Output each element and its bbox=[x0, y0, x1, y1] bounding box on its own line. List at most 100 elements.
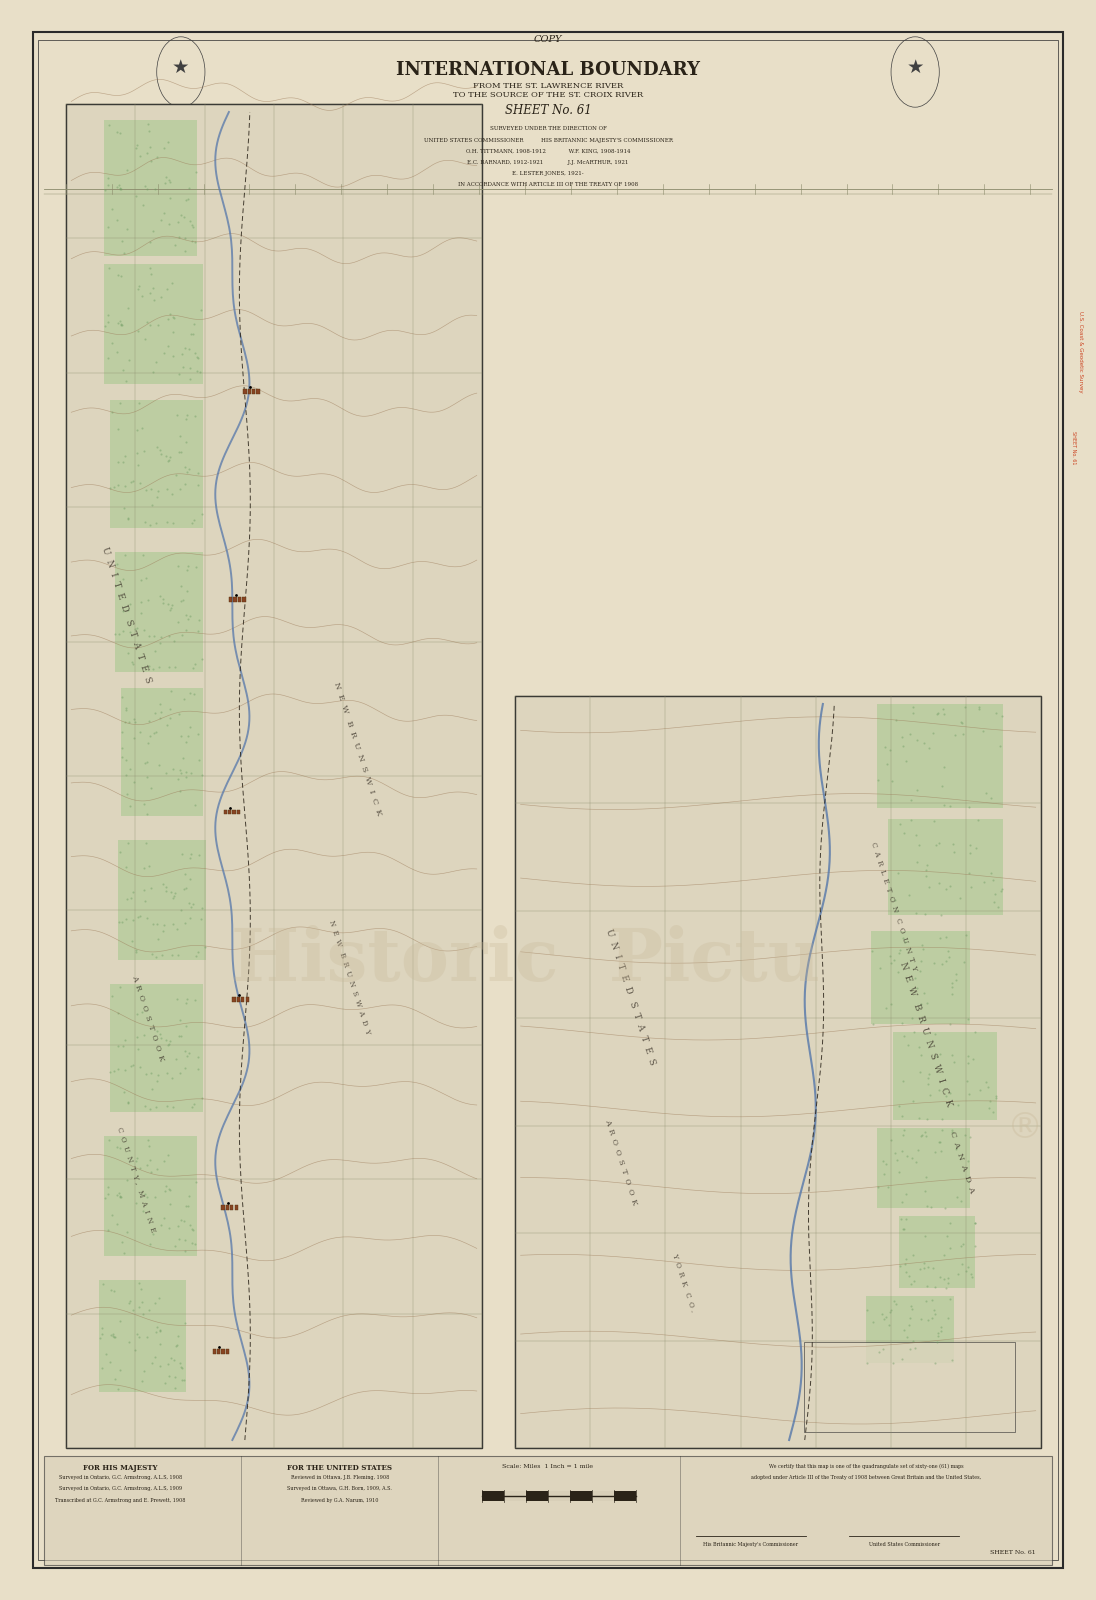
Point bbox=[127, 136, 145, 162]
Point bbox=[158, 712, 175, 738]
Point bbox=[99, 165, 116, 190]
Point bbox=[179, 554, 196, 579]
Point bbox=[932, 1138, 949, 1163]
Point bbox=[169, 610, 186, 635]
Point bbox=[960, 1082, 978, 1107]
Point bbox=[105, 1059, 123, 1085]
Point bbox=[142, 1061, 160, 1086]
Point bbox=[152, 1026, 170, 1051]
Point bbox=[160, 1363, 178, 1389]
Point bbox=[109, 550, 126, 576]
Point bbox=[180, 174, 197, 200]
Point bbox=[968, 835, 985, 861]
Point bbox=[915, 731, 933, 757]
Point bbox=[129, 1035, 147, 1061]
Point bbox=[163, 270, 181, 296]
Point bbox=[986, 1085, 1004, 1110]
Point bbox=[190, 461, 207, 486]
Point bbox=[114, 312, 132, 338]
Point bbox=[912, 958, 929, 984]
Point bbox=[891, 811, 909, 837]
Point bbox=[179, 723, 196, 749]
Point bbox=[168, 1046, 185, 1072]
Point bbox=[926, 1021, 944, 1046]
Point bbox=[190, 1045, 207, 1070]
Point bbox=[102, 1277, 119, 1302]
Point bbox=[915, 981, 933, 1006]
Point bbox=[147, 699, 164, 725]
Point bbox=[964, 1046, 982, 1072]
Bar bbox=[226, 1349, 229, 1354]
Point bbox=[168, 403, 185, 429]
Point bbox=[961, 840, 979, 866]
Point bbox=[138, 1152, 156, 1178]
Bar bbox=[232, 997, 236, 1002]
Point bbox=[170, 1213, 187, 1238]
Point bbox=[178, 990, 195, 1016]
Point bbox=[903, 1270, 921, 1296]
Point bbox=[935, 755, 952, 781]
Point bbox=[928, 1328, 946, 1354]
Point bbox=[884, 947, 902, 973]
Point bbox=[127, 1149, 145, 1174]
Point bbox=[176, 226, 194, 251]
Point bbox=[935, 1267, 952, 1293]
Point bbox=[122, 885, 139, 910]
Point bbox=[138, 1323, 156, 1349]
Point bbox=[901, 1306, 918, 1331]
Point bbox=[933, 1117, 950, 1142]
Point bbox=[186, 403, 204, 429]
Point bbox=[158, 1173, 175, 1198]
Point bbox=[121, 592, 138, 618]
Point bbox=[170, 1227, 187, 1253]
Point bbox=[172, 1354, 190, 1379]
Point bbox=[110, 1034, 127, 1059]
Point bbox=[928, 701, 946, 726]
Point bbox=[178, 187, 195, 213]
Bar bbox=[213, 1349, 216, 1354]
Bar bbox=[228, 810, 231, 814]
Point bbox=[134, 283, 151, 309]
Point bbox=[925, 808, 943, 834]
Point bbox=[130, 1294, 148, 1320]
Point bbox=[118, 781, 136, 806]
Point bbox=[947, 1136, 964, 1162]
Point bbox=[911, 1256, 928, 1282]
Point bbox=[156, 912, 173, 938]
Point bbox=[917, 1163, 935, 1189]
Point bbox=[181, 1040, 198, 1066]
Point bbox=[106, 1366, 124, 1392]
Bar bbox=[504, 1491, 526, 1501]
Point bbox=[105, 1325, 123, 1350]
Point bbox=[112, 262, 129, 288]
Point bbox=[947, 968, 964, 994]
Point bbox=[161, 170, 179, 195]
Point bbox=[118, 597, 136, 622]
Point bbox=[152, 208, 170, 234]
Point bbox=[145, 288, 162, 314]
Point bbox=[122, 794, 139, 819]
Point bbox=[104, 1323, 122, 1349]
Point bbox=[121, 1330, 138, 1355]
Point bbox=[160, 446, 178, 472]
Point bbox=[170, 362, 187, 387]
Point bbox=[931, 830, 948, 856]
Point bbox=[931, 1077, 948, 1102]
Text: A  R  O  O  S  T  O  O  K: A R O O S T O O K bbox=[130, 974, 165, 1062]
Text: SURVEYED UNDER THE DIRECTION OF: SURVEYED UNDER THE DIRECTION OF bbox=[490, 126, 606, 131]
Point bbox=[932, 1264, 949, 1290]
Point bbox=[132, 1155, 149, 1181]
Point bbox=[894, 1216, 912, 1242]
Text: U.S. Coast & Geodetic Survey: U.S. Coast & Geodetic Survey bbox=[1077, 310, 1083, 394]
Point bbox=[176, 1238, 194, 1264]
Point bbox=[196, 934, 214, 960]
Point bbox=[954, 1230, 971, 1256]
Point bbox=[967, 1019, 984, 1045]
Point bbox=[922, 1194, 939, 1219]
Point bbox=[917, 1194, 935, 1219]
Point bbox=[877, 734, 894, 760]
Point bbox=[907, 1149, 925, 1174]
Point bbox=[155, 590, 172, 616]
Point bbox=[96, 314, 114, 339]
Point bbox=[140, 653, 158, 678]
